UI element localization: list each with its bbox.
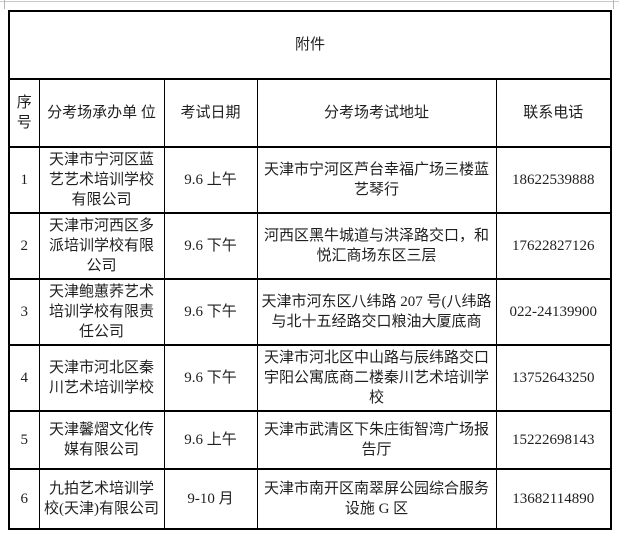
cell-address: 天津市武清区下朱庄街智湾广场报告厅 <box>256 410 497 470</box>
cell-date: 9.6 下午 <box>163 212 258 280</box>
cell-unit: 九拍艺术培训学校(天津)有限公司 <box>38 468 165 530</box>
cell-phone: 022-24139900 <box>495 278 612 346</box>
cell-date: 9.6 上午 <box>163 410 258 470</box>
cell-date: 9.6 下午 <box>163 344 258 412</box>
col-header-phone: 联系电话 <box>495 78 612 148</box>
cell-address: 天津市南开区南翠屏公园综合服务设施 G 区 <box>256 468 497 530</box>
table-row: 4 天津市河北区秦川艺术培训学校 9.6 下午 天津市河北区中山路与辰纬路交口宇… <box>8 344 612 412</box>
cell-no: 4 <box>8 344 40 412</box>
cell-unit: 天津鲍蕙荞艺术培训学校有限责任公司 <box>38 278 165 346</box>
cropped-cell-border-tick-left <box>4 0 5 9</box>
cell-no: 5 <box>8 410 40 470</box>
col-header-address: 分考场考试地址 <box>256 78 497 148</box>
cell-unit: 天津市河北区秦川艺术培训学校 <box>38 344 165 412</box>
cell-unit: 天津市宁河区蓝艺艺术培训学校有限公司 <box>38 146 165 214</box>
table-row: 2 天津市河西区多派培训学校有限公司 9.6 下午 河西区黑牛城道与洪泽路交口，… <box>8 212 612 280</box>
cell-date: 9.6 下午 <box>163 278 258 346</box>
cell-phone: 18622539888 <box>495 146 612 214</box>
table-row: 1 天津市宁河区蓝艺艺术培训学校有限公司 9.6 上午 天津市宁河区芦台幸福广场… <box>8 146 612 214</box>
col-header-date: 考试日期 <box>163 78 258 148</box>
cell-no: 6 <box>8 468 40 530</box>
cell-phone: 17622827126 <box>495 212 612 280</box>
table-title: 附件 <box>8 10 612 80</box>
table-row: 6 九拍艺术培训学校(天津)有限公司 9-10 月 天津市南开区南翠屏公园综合服… <box>8 468 612 530</box>
table-title-row: 附件 <box>8 10 612 80</box>
cell-no: 1 <box>8 146 40 214</box>
col-header-unit: 分考场承办单 位 <box>38 78 165 148</box>
cell-date: 9.6 上午 <box>163 146 258 214</box>
cell-phone: 13752643250 <box>495 344 612 412</box>
cropped-cell-border-line <box>0 1 619 2</box>
cell-unit: 天津市河西区多派培训学校有限公司 <box>38 212 165 280</box>
cell-no: 2 <box>8 212 40 280</box>
attachment-table: 附件 序号 分考场承办单 位 考试日期 分考场考试地址 联系电话 1 天津市宁河… <box>8 10 613 530</box>
cell-address: 天津市河北区中山路与辰纬路交口宇阳公寓底商二楼秦川艺术培训学校 <box>256 344 497 412</box>
cell-phone: 13682114890 <box>495 468 612 530</box>
table-row: 3 天津鲍蕙荞艺术培训学校有限责任公司 9.6 下午 天津市河东区八纬路 207… <box>8 278 612 346</box>
cell-phone: 15222698143 <box>495 410 612 470</box>
table-row: 5 天津馨熠文化传媒有限公司 9.6 上午 天津市武清区下朱庄街智湾广场报告厅 … <box>8 410 612 470</box>
cell-unit: 天津馨熠文化传媒有限公司 <box>38 410 165 470</box>
cropped-cell-border-tick-right <box>613 0 614 9</box>
col-header-no: 序号 <box>8 78 40 148</box>
cell-address: 河西区黑牛城道与洪泽路交口，和悦汇商场东区三层 <box>256 212 497 280</box>
cell-address: 天津市宁河区芦台幸福广场三楼蓝艺琴行 <box>256 146 497 214</box>
cell-no: 3 <box>8 278 40 346</box>
cell-date: 9-10 月 <box>163 468 258 530</box>
cell-address: 天津市河东区八纬路 207 号(八纬路与北十五经路交口粮油大厦底商 <box>256 278 497 346</box>
table-header-row: 序号 分考场承办单 位 考试日期 分考场考试地址 联系电话 <box>8 78 612 148</box>
